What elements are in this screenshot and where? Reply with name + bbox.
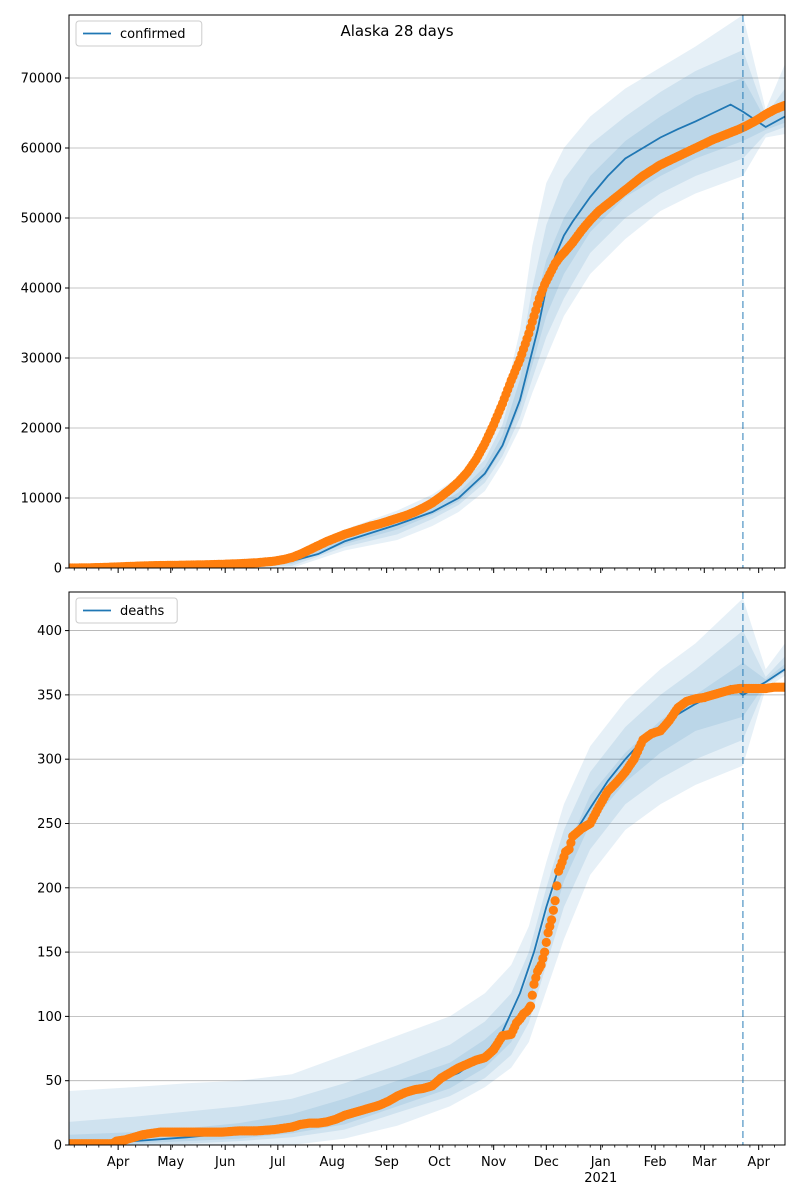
y-tick-label: 70000 bbox=[21, 72, 62, 87]
figure-title: Alaska 28 days bbox=[340, 22, 453, 40]
band-outer bbox=[69, 598, 785, 1145]
x-tick-label: Jun bbox=[214, 1155, 235, 1170]
observed-point bbox=[540, 947, 550, 957]
observed-points bbox=[69, 682, 785, 1145]
y-tick-label: 250 bbox=[37, 817, 62, 832]
legend-label: confirmed bbox=[120, 27, 186, 42]
y-tick-label: 350 bbox=[37, 688, 62, 703]
x-tick-label: Feb bbox=[644, 1155, 667, 1170]
observed-point bbox=[527, 990, 537, 1000]
plot-area bbox=[69, 592, 785, 1145]
observed-point bbox=[548, 905, 559, 915]
y-tick-label: 50000 bbox=[21, 212, 62, 227]
axes-frame bbox=[68, 591, 786, 1146]
axes-frame bbox=[68, 14, 786, 569]
band-inner bbox=[69, 662, 785, 1145]
legend: deaths bbox=[75, 597, 178, 624]
deaths-panel: 0 50 100 150 200 250 300 350 400 Apr May Jun Jul Aug S… bbox=[37, 591, 786, 1186]
legend-box bbox=[75, 20, 203, 47]
x-tick-label: Sep bbox=[374, 1155, 399, 1170]
y-tick-label: 60000 bbox=[21, 142, 62, 157]
x-tick-label: Aug bbox=[320, 1155, 345, 1170]
series-line-confirmed bbox=[69, 103, 785, 568]
y-tick-label: 10000 bbox=[21, 492, 62, 507]
x-tick-label: Mar bbox=[692, 1155, 717, 1170]
y-tick-label: 150 bbox=[37, 946, 62, 961]
observed-point bbox=[550, 896, 560, 906]
observed-point bbox=[525, 1001, 536, 1011]
observed-point bbox=[780, 682, 785, 692]
observed-point bbox=[541, 937, 551, 948]
observed-point bbox=[552, 881, 562, 891]
y-tick-label: 300 bbox=[37, 753, 62, 768]
legend-label: deaths bbox=[120, 604, 165, 619]
x-tick-label: Nov bbox=[481, 1155, 507, 1170]
confirmed-panel: 0 10000 20000 30000 40000 50000 60000 70000 conf… bbox=[21, 14, 786, 577]
x-tick-label: Oct bbox=[428, 1155, 450, 1170]
y-tick-label: 100 bbox=[37, 1010, 62, 1025]
x-year-label: 2021 bbox=[584, 1171, 617, 1186]
y-tick-label: 40000 bbox=[21, 282, 62, 297]
y-tick-label: 0 bbox=[54, 1139, 62, 1154]
y-tick-label: 400 bbox=[37, 624, 62, 639]
band-inner bbox=[69, 78, 785, 568]
legend: confirmed bbox=[75, 20, 203, 47]
y-tick-label: 20000 bbox=[21, 422, 62, 437]
y-tick-label: 30000 bbox=[21, 352, 62, 367]
x-tick-label: Dec bbox=[534, 1155, 559, 1170]
y-tick-label: 50 bbox=[45, 1074, 62, 1089]
band-outer bbox=[69, 15, 785, 568]
x-tick-label: Apr bbox=[107, 1155, 130, 1170]
x-tick-label: Jul bbox=[269, 1155, 286, 1170]
y-tick-label: 0 bbox=[54, 562, 62, 577]
y-tick-label: 200 bbox=[37, 881, 62, 896]
x-tick-label: Jan bbox=[590, 1155, 611, 1170]
band-mid bbox=[69, 630, 785, 1145]
plot-area bbox=[69, 15, 785, 568]
observed-point bbox=[547, 915, 557, 925]
legend-box bbox=[75, 597, 178, 624]
x-tick-label: May bbox=[157, 1155, 184, 1170]
observed-point bbox=[780, 100, 785, 110]
x-tick-label: Apr bbox=[747, 1155, 770, 1170]
observed-points bbox=[69, 100, 785, 568]
